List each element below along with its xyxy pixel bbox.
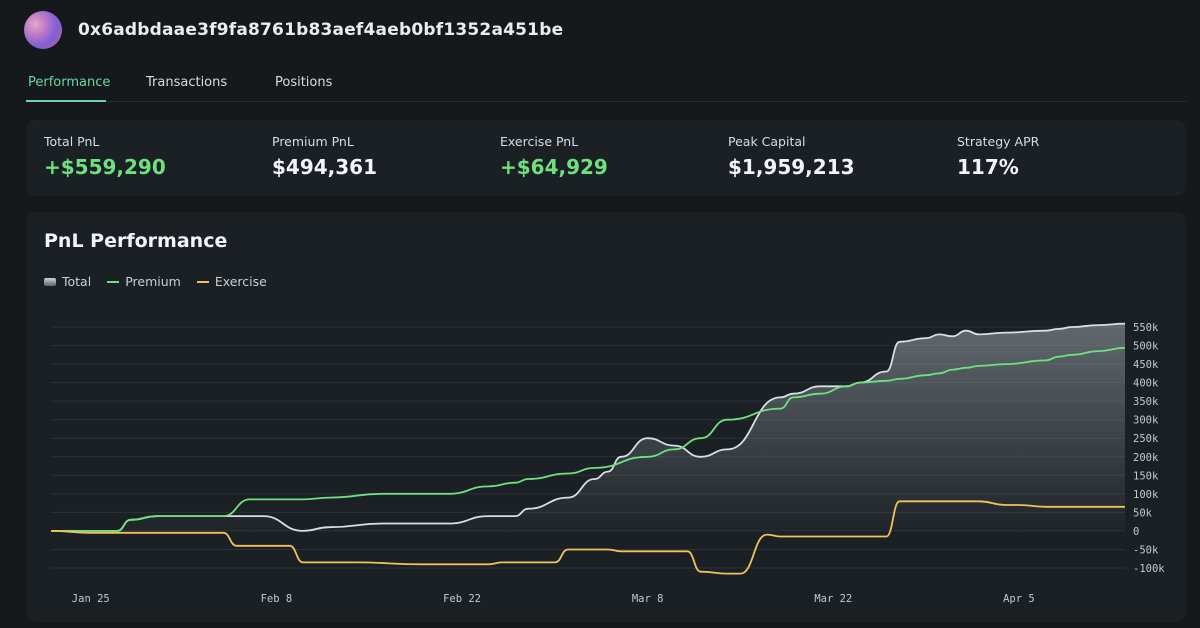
legend-label: Total [62,274,92,289]
stat-value: 117% [957,155,1019,179]
legend-swatch-premium [107,280,120,283]
x-tick-label: Jan 25 [72,593,110,605]
chart-title: PnL Performance [44,230,228,252]
x-tick-label: Mar 8 [632,593,664,605]
y-tick-label: -50k [1133,544,1159,556]
pnl-chart-panel: PnL Performance Total Premium Exercise 5… [26,212,1186,622]
x-tick-label: Apr 5 [1003,593,1035,605]
y-tick-label: 350k [1133,396,1159,408]
stat-value: $494,361 [272,155,378,179]
y-tick-label: 400k [1133,378,1159,390]
stat-value: +$64,929 [500,155,608,179]
chart-legend: Total Premium Exercise [44,274,283,289]
series-area-total [51,323,1125,531]
legend-label: Exercise [214,274,267,289]
stat-premium-pnl: Premium PnL $494,361 [272,134,377,179]
stats-panel: Total PnL +$559,290 Premium PnL $494,361… [26,120,1186,196]
series-line-total [51,322,1126,532]
pnl-chart: 550k 500k 450k 400k 350k 300k 250k 200k 150k 100k… [50,322,1165,605]
legend-item-exercise[interactable]: Exercise [196,274,267,289]
active-tab-indicator [26,100,106,102]
stat-label: Premium PnL [272,134,354,149]
y-tick-label: 300k [1133,415,1159,427]
stat-label: Exercise PnL [500,134,579,149]
tab-positions[interactable]: Positions [275,75,333,90]
account-header: 0x6adbdaae3f9fa8761b83aef4aeb0bf1352a451… [24,11,563,49]
wallet-address: 0x6adbdaae3f9fa8761b83aef4aeb0bf1352a451… [78,20,564,40]
y-tick-label: 250k [1133,433,1159,445]
legend-label: Premium [125,274,181,289]
y-tick-label: -100k [1133,563,1165,575]
series-line-premium [51,346,1126,532]
tab-bar: Performance Transactions Positions [26,72,1186,102]
avatar [24,11,62,49]
y-tick-label: 100k [1133,489,1159,501]
legend-item-total[interactable]: Total [44,274,91,289]
y-tick-label: 0 [1133,526,1139,538]
y-tick-label: 50k [1133,507,1153,519]
x-tick-label: Feb 8 [261,593,293,605]
legend-swatch-exercise [196,280,209,283]
stat-strategy-apr: Strategy APR 117% [957,134,1039,179]
x-tick-label: Feb 22 [443,593,481,605]
y-tick-label: 500k [1133,341,1159,353]
y-tick-label: 450k [1133,359,1159,371]
stat-value: +$559,290 [44,155,166,179]
stat-total-pnl: Total PnL +$559,290 [44,134,166,179]
tab-transactions[interactable]: Transactions [146,75,228,90]
tab-performance[interactable]: Performance [28,75,111,90]
stat-value: $1,959,213 [728,155,855,179]
series-line-exercise [50,500,1125,575]
stat-peak-capital: Peak Capital $1,959,213 [728,134,855,179]
y-tick-label: 550k [1133,322,1159,334]
stat-label: Peak Capital [728,134,806,149]
x-tick-label: Mar 22 [814,593,852,605]
stat-label: Total PnL [44,134,100,149]
legend-swatch-total [44,277,56,286]
stat-exercise-pnl: Exercise PnL +$64,929 [500,134,608,179]
legend-item-premium[interactable]: Premium [107,274,181,289]
stat-label: Strategy APR [957,134,1040,149]
y-tick-label: 200k [1133,452,1159,464]
y-tick-label: 150k [1133,470,1159,482]
